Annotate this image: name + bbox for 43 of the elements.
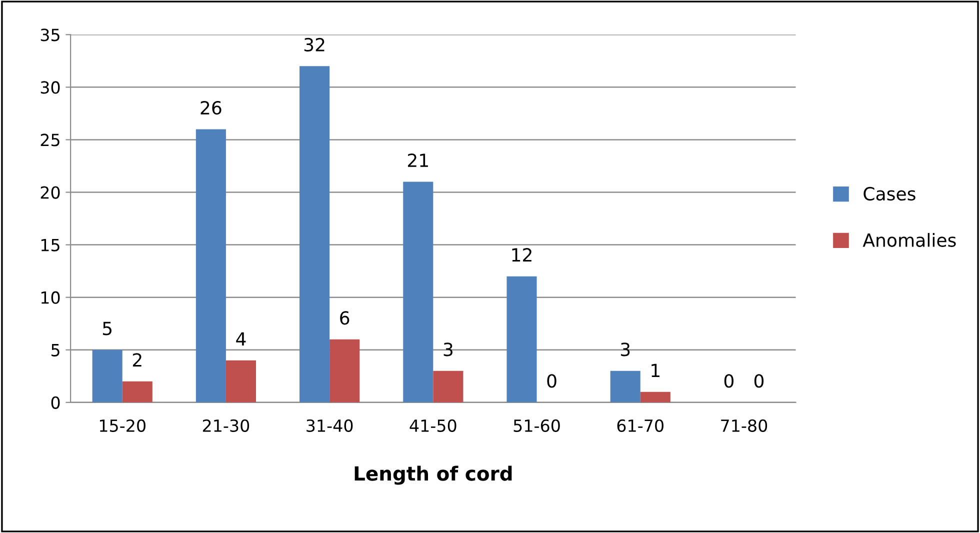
- bar: [506, 276, 537, 402]
- bar: [92, 350, 122, 402]
- data-label: 32: [304, 38, 324, 52]
- data-label: 3: [620, 342, 630, 356]
- bar: [226, 360, 256, 402]
- y-tick-label: 0: [51, 396, 60, 409]
- bar: [300, 66, 330, 402]
- legend-label: Cases: [864, 186, 916, 201]
- bar: [433, 370, 464, 402]
- bar: [330, 339, 360, 402]
- x-tick-label: 61-70: [617, 419, 664, 432]
- data-label: 4: [236, 332, 246, 346]
- data-label: 3: [444, 342, 452, 356]
- bar: [640, 392, 670, 402]
- y-tick-label: 15: [41, 238, 60, 252]
- x-tick-label: 41-50: [410, 419, 456, 432]
- x-tick-label: 15-20: [100, 419, 146, 432]
- bar: [196, 129, 226, 402]
- data-label: 12: [512, 248, 532, 262]
- data-label: 1: [652, 364, 660, 378]
- x-tick-label: 71-80: [721, 419, 768, 432]
- bar: [610, 370, 640, 402]
- x-tick-label: 31-40: [306, 419, 353, 432]
- data-label: 21: [408, 153, 428, 167]
- data-label: 0: [754, 374, 764, 388]
- data-label: 6: [340, 311, 350, 325]
- data-label: 0: [724, 374, 734, 388]
- x-tick-label: 21-30: [202, 419, 250, 432]
- bar: [403, 182, 434, 402]
- y-tick-label: 5: [52, 344, 60, 356]
- y-tick-label: 30: [40, 81, 60, 94]
- data-label: 5: [102, 322, 112, 336]
- x-axis-title: Length of cord: [354, 466, 512, 485]
- data-label: 26: [200, 100, 222, 115]
- y-tick-label: 10: [41, 291, 60, 304]
- bar: [122, 381, 152, 402]
- data-label: 0: [547, 374, 556, 388]
- y-tick-label: 20: [40, 186, 60, 199]
- legend-label: Anomalies: [862, 232, 956, 247]
- y-tick-label: 35: [40, 28, 60, 42]
- y-tick-label: 25: [40, 134, 60, 146]
- x-tick-label: 51-60: [514, 419, 560, 432]
- data-label: 2: [132, 353, 142, 367]
